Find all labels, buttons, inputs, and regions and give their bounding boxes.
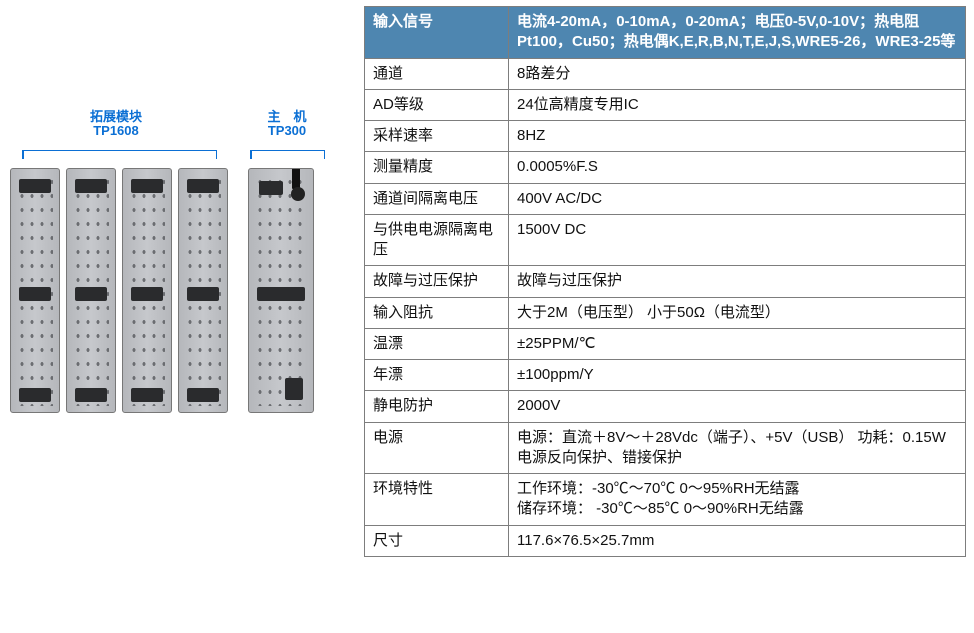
spec-key: 测量精度 xyxy=(365,152,509,183)
spec-value: 1500V DC xyxy=(509,214,966,266)
spec-key: 故障与过压保护 xyxy=(365,266,509,297)
bracket-expansion xyxy=(22,150,217,160)
spec-value: 工作环境：-30℃～70℃ 0～95%RH无结露储存环境： -30℃～85℃ 0… xyxy=(509,474,966,526)
spec-key: 静电防护 xyxy=(365,391,509,422)
callout-label: 拓展模块 xyxy=(56,110,176,124)
spec-value: 电源：直流＋8V～＋28Vdc（端子）、+5V（USB） 功耗：0.15W 电源… xyxy=(509,422,966,474)
spec-key: 采样速率 xyxy=(365,121,509,152)
spec-key: 通道 xyxy=(365,58,509,89)
antenna-icon xyxy=(291,168,301,201)
spec-key: 与供电电源隔离电压 xyxy=(365,214,509,266)
spec-key: 年漂 xyxy=(365,360,509,391)
spec-value: 400V AC/DC xyxy=(509,183,966,214)
module-expansion xyxy=(66,168,116,413)
spec-value: ±25PPM/℃ xyxy=(509,328,966,359)
module-expansion xyxy=(122,168,172,413)
callout-expansion: 拓展模块 TP1608 xyxy=(56,110,176,139)
callout-label: 主 机 xyxy=(252,110,322,124)
spec-value: 8路差分 xyxy=(509,58,966,89)
spec-key: 电源 xyxy=(365,422,509,474)
spec-table: 输入信号电流4-20mA，0-10mA，0-20mA；电压0-5V,0-10V；… xyxy=(364,6,966,557)
module-expansion xyxy=(178,168,228,413)
spec-key: 输入阻抗 xyxy=(365,297,509,328)
callout-model: TP1608 xyxy=(56,124,176,138)
spec-header-value: 电流4-20mA，0-10mA，0-20mA；电压0-5V,0-10V；热电阻P… xyxy=(509,7,966,59)
spec-key: 环境特性 xyxy=(365,474,509,526)
callout-model: TP300 xyxy=(252,124,322,138)
spec-value: 2000V xyxy=(509,391,966,422)
spec-value: 0.0005%F.S xyxy=(509,152,966,183)
spec-key: AD等级 xyxy=(365,89,509,120)
spec-value: 8HZ xyxy=(509,121,966,152)
bracket-host xyxy=(250,150,325,160)
spec-value: 故障与过压保护 xyxy=(509,266,966,297)
spec-key: 温漂 xyxy=(365,328,509,359)
spec-value: 117.6×76.5×25.7mm xyxy=(509,525,966,556)
product-diagram: 拓展模块 TP1608 主 机 TP300 xyxy=(0,0,360,633)
spec-header-key: 输入信号 xyxy=(365,7,509,59)
spec-key: 通道间隔离电压 xyxy=(365,183,509,214)
module-host xyxy=(248,168,314,413)
callout-host: 主 机 TP300 xyxy=(252,110,322,139)
spec-key: 尺寸 xyxy=(365,525,509,556)
spec-value: ±100ppm/Y xyxy=(509,360,966,391)
spec-value: 24位高精度专用IC xyxy=(509,89,966,120)
spec-value: 大于2M（电压型） 小于50Ω（电流型） xyxy=(509,297,966,328)
module-expansion xyxy=(10,168,60,413)
module-row xyxy=(0,168,360,413)
